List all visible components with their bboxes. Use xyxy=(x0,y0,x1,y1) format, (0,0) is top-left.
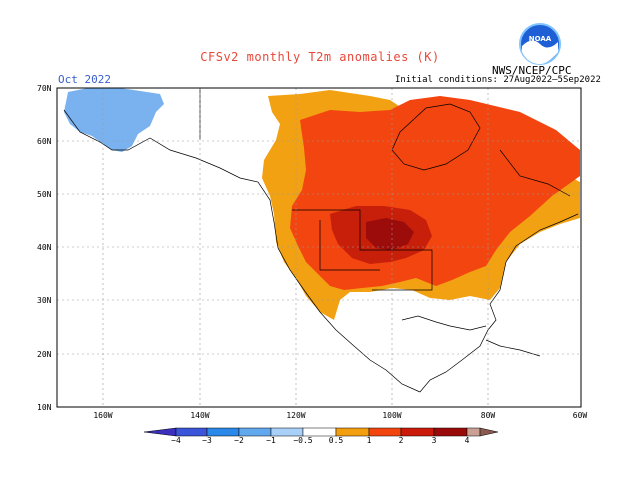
colorbar-tick: 3 xyxy=(432,436,437,445)
lon-labels: 160W 140W 120W 100W 80W 60W xyxy=(93,411,587,420)
colorbar-tick: −2 xyxy=(234,436,244,445)
colorbar-tick: 1 xyxy=(367,436,372,445)
lat-label: 60N xyxy=(37,137,52,146)
lat-label: 40N xyxy=(37,243,52,252)
valid-month-label: Oct 2022 xyxy=(58,73,111,86)
lon-label: 120W xyxy=(286,411,305,420)
colorbar xyxy=(143,427,499,437)
lat-label: 70N xyxy=(37,84,52,93)
lon-label: 140W xyxy=(190,411,209,420)
lat-label: 50N xyxy=(37,190,52,199)
colorbar-tick: −0.5 xyxy=(293,436,312,445)
colorbar-tick: 4 xyxy=(465,436,470,445)
colorbar-tick: −3 xyxy=(202,436,212,445)
noaa-logo: NOAA xyxy=(518,22,562,70)
colorbar-tick: −1 xyxy=(266,436,276,445)
lon-label: 80W xyxy=(481,411,496,420)
colorbar-segment xyxy=(479,427,499,437)
lon-label: 60W xyxy=(573,411,588,420)
colorbar-segment xyxy=(302,427,337,437)
lon-label: 160W xyxy=(93,411,112,420)
colorbar-tick: −4 xyxy=(171,436,181,445)
colorbar-segment xyxy=(270,427,304,437)
colorbar-segment xyxy=(143,427,177,437)
graticule xyxy=(57,88,581,407)
colorbar-tick: 2 xyxy=(399,436,404,445)
noaa-logo-text: NOAA xyxy=(529,35,552,43)
lat-labels: 70N 60N 50N 40N 30N 20N 10N xyxy=(37,84,52,412)
colorbar-segment xyxy=(206,427,240,437)
colorbar-segment xyxy=(175,427,208,437)
colorbar-segment xyxy=(466,427,481,437)
colorbar-segment xyxy=(335,427,370,437)
anomaly-shading xyxy=(64,88,580,320)
agency-label: NWS/NCEP/CPC xyxy=(492,64,572,77)
lat-label: 30N xyxy=(37,296,52,305)
cool-anomaly-alaska xyxy=(64,88,164,152)
colorbar-tick: 0.5 xyxy=(329,436,344,445)
map-title: CFSv2 monthly T2m anomalies (K) xyxy=(200,50,440,64)
warm-anomaly-deepest xyxy=(366,218,414,250)
colorbar-segment xyxy=(433,427,468,437)
initial-conditions-label: Initial conditions: 27Aug2022–5Sep2022 xyxy=(395,75,601,85)
warm-anomaly-red xyxy=(290,96,580,290)
colorbar-segment xyxy=(368,427,402,437)
colorbar-segment xyxy=(400,427,435,437)
lon-label: 100W xyxy=(382,411,401,420)
map-frame xyxy=(56,87,582,408)
lat-label: 10N xyxy=(37,403,52,412)
colorbar-ticks: −4 −3 −2 −1 −0.5 0.5 1 2 3 4 xyxy=(171,436,469,445)
colorbar-segment xyxy=(238,427,272,437)
lat-label: 20N xyxy=(37,350,52,359)
